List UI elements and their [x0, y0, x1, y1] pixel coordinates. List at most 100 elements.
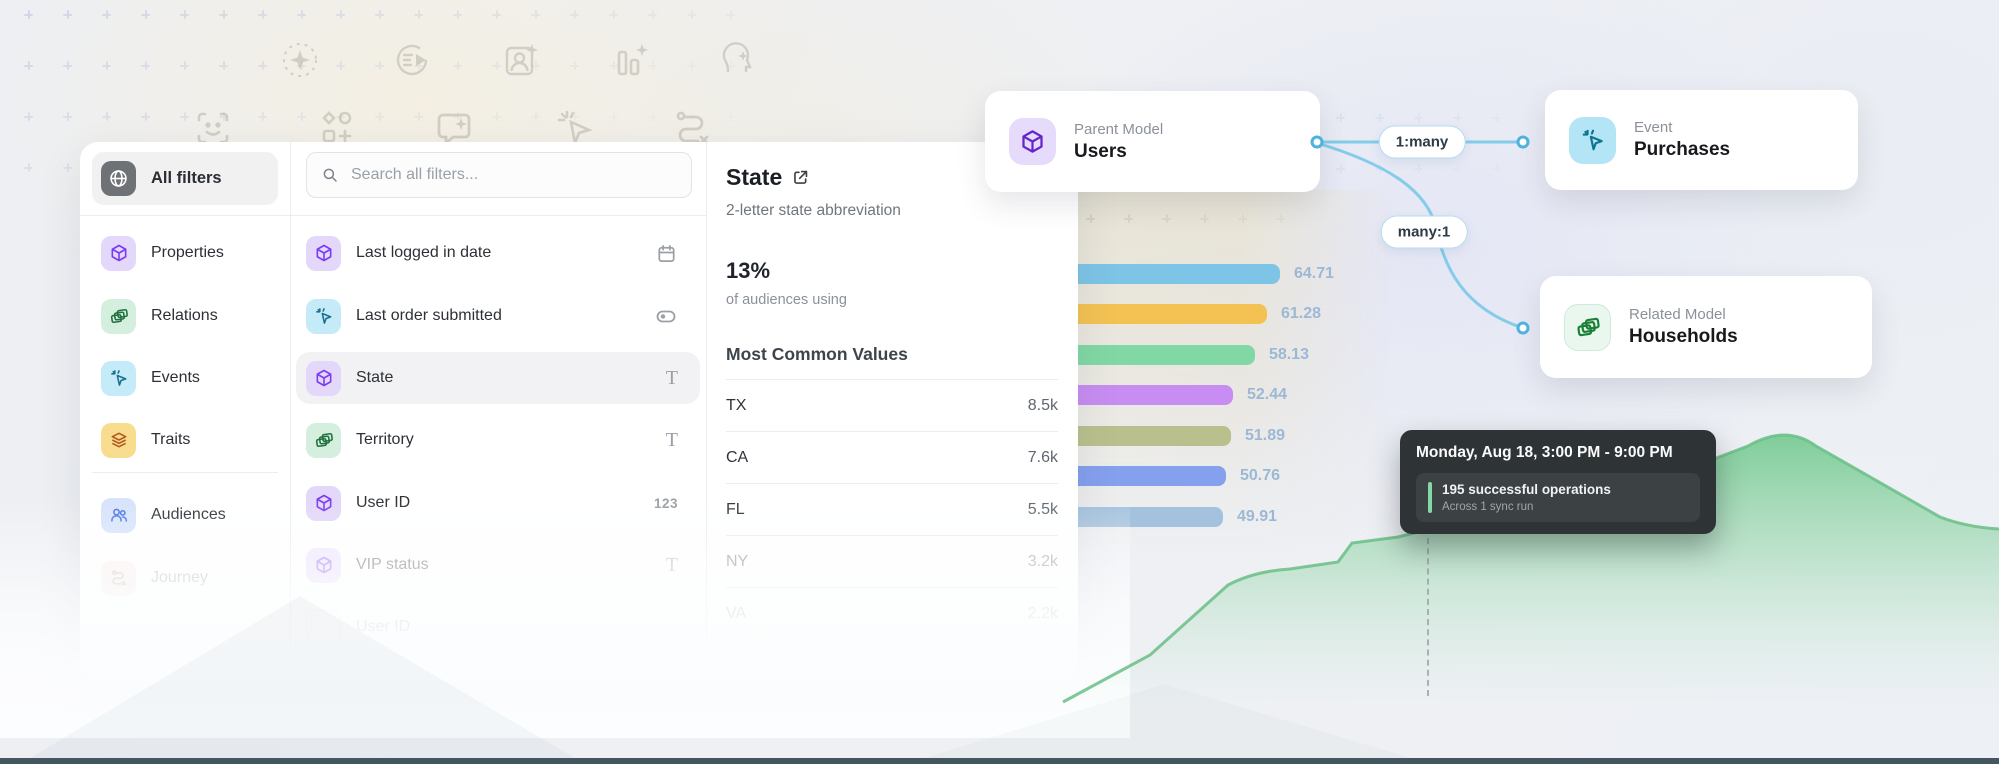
filter-row-last-logged-in-date[interactable]: Last logged in date	[296, 227, 700, 279]
number-type-icon: 123	[653, 495, 678, 511]
value-count: 7.6k	[1027, 448, 1058, 466]
node-kind: Event	[1634, 119, 1673, 136]
edge-label-pill: many:1	[1380, 215, 1468, 249]
event-cursor-icon	[1569, 116, 1616, 164]
bar	[1040, 264, 1280, 284]
bar	[1040, 345, 1255, 365]
filter-row-territory[interactable]: Territory T	[296, 414, 700, 466]
divider	[92, 472, 278, 473]
tooltip-metric: 195 successful operations	[1442, 482, 1611, 497]
event-cursor-icon	[101, 360, 136, 396]
external-link-icon[interactable]	[791, 168, 810, 187]
divider	[80, 215, 706, 216]
sidebar-item-label: Journey	[151, 569, 208, 586]
sidebar-item-label: Audiences	[151, 506, 226, 523]
usage-caption: of audiences using	[726, 292, 847, 308]
node-event-purchases[interactable]: Event Purchases	[1545, 90, 1858, 190]
bar-value-label: 49.91	[1237, 508, 1278, 525]
tooltip-accent-bar	[1428, 482, 1432, 513]
filter-label: VIP status	[356, 556, 429, 573]
filter-row-last-order-submitted[interactable]: Last order submitted	[296, 290, 700, 342]
table-row: VA 2.2k	[726, 587, 1058, 639]
cube-icon	[306, 547, 341, 583]
globe-icon	[101, 161, 136, 196]
divider	[290, 142, 291, 682]
value-count: 5.5k	[1027, 500, 1058, 518]
bar-value-label: 64.71	[1294, 265, 1335, 282]
common-values-table: TX 8.5k CA 7.6k FL 5.5k NY 3.2k VA 2.2k	[726, 379, 1058, 639]
calendar-icon	[655, 242, 678, 265]
sidebar-item-label: Traits	[151, 431, 191, 448]
sidebar-item-label: Relations	[151, 307, 218, 324]
filter-label: Last logged in date	[356, 244, 492, 261]
cube-icon	[101, 235, 136, 271]
audiences-people-icon	[101, 497, 136, 533]
cube-icon	[306, 360, 341, 396]
search-icon	[321, 166, 339, 184]
event-cursor-icon	[306, 298, 341, 334]
node-name: Purchases	[1634, 139, 1731, 160]
node-name: Households	[1629, 326, 1738, 347]
sidebar-item-properties[interactable]: Properties	[92, 227, 278, 279]
node-kind: Related Model	[1629, 306, 1726, 323]
edge-label-pill: 1:many	[1378, 125, 1466, 159]
sidebar-item-label: Properties	[151, 244, 224, 261]
value-label: CA	[726, 448, 749, 466]
detail-subtitle: 2-letter state abbreviation	[726, 202, 901, 219]
node-related-model-households[interactable]: Related Model Households	[1540, 276, 1872, 378]
traits-layers-icon	[101, 422, 136, 458]
connector-dot[interactable]	[1516, 135, 1530, 149]
filter-row-state[interactable]: State T	[296, 352, 700, 404]
sidebar-item-label: Events	[151, 369, 200, 386]
search-input[interactable]	[349, 165, 677, 185]
journey-route-icon	[101, 560, 136, 596]
detail-title: State	[726, 164, 783, 190]
usage-percentage: 13%	[726, 258, 771, 283]
tooltip-anchor-dashed-line	[1427, 528, 1429, 696]
bar-value-label: 51.89	[1245, 427, 1286, 444]
value-label: NY	[726, 552, 749, 570]
sidebar-item-events[interactable]: Events	[92, 352, 278, 404]
bar-value-label: 61.28	[1281, 305, 1322, 322]
cube-icon	[1009, 118, 1056, 165]
value-count: 3.2k	[1027, 552, 1058, 570]
filter-row-vip-status[interactable]: VIP status T	[296, 539, 700, 591]
filter-panel: All filters Properties Relations Events …	[80, 142, 1078, 682]
bar	[1040, 304, 1267, 324]
value-label: VA	[726, 604, 747, 622]
text-type-icon: T	[665, 553, 678, 576]
table-row: NY 3.2k	[726, 535, 1058, 587]
sidebar-item-traits[interactable]: Traits	[92, 414, 278, 466]
filter-label: User ID	[356, 618, 411, 635]
sidebar-item-journey[interactable]: Journey	[92, 552, 278, 604]
section-title: Most Common Values	[726, 344, 908, 364]
table-row: CA 7.6k	[726, 431, 1058, 483]
value-count: 8.5k	[1027, 396, 1058, 414]
bar	[1040, 385, 1233, 405]
connector-dot[interactable]	[1516, 321, 1530, 335]
filter-label: Last order submitted	[356, 307, 502, 324]
tooltip-card: 195 successful operations Across 1 sync …	[1416, 473, 1700, 522]
text-type-icon: T	[665, 428, 678, 451]
filter-row-user-id-2[interactable]: User ID	[296, 601, 700, 653]
sidebar-item-relations[interactable]: Relations	[92, 290, 278, 342]
relations-icon	[1564, 303, 1611, 351]
node-parent-model-users[interactable]: Parent Model Users	[985, 91, 1320, 192]
bottom-edge-bar	[0, 758, 1999, 764]
sync-tooltip: Monday, Aug 18, 3:00 PM - 9:00 PM 195 su…	[1400, 430, 1716, 534]
bar-value-label: 52.44	[1247, 386, 1288, 403]
filter-label: User ID	[356, 494, 411, 511]
node-name: Users	[1074, 140, 1127, 162]
tooltip-title: Monday, Aug 18, 3:00 PM - 9:00 PM	[1416, 444, 1673, 461]
background-beige-patch	[1062, 190, 1392, 555]
sidebar-item-audiences[interactable]: Audiences	[92, 489, 278, 541]
table-row: TX 8.5k	[726, 379, 1058, 431]
value-count: 2.2k	[1027, 604, 1058, 622]
bar-value-label: 58.13	[1269, 346, 1310, 363]
all-filters-button[interactable]: All filters	[92, 152, 278, 205]
filter-row-user-id[interactable]: User ID 123	[296, 477, 700, 529]
text-type-icon: T	[665, 366, 678, 389]
connector-dot[interactable]	[1310, 135, 1324, 149]
table-row: FL 5.5k	[726, 483, 1058, 535]
